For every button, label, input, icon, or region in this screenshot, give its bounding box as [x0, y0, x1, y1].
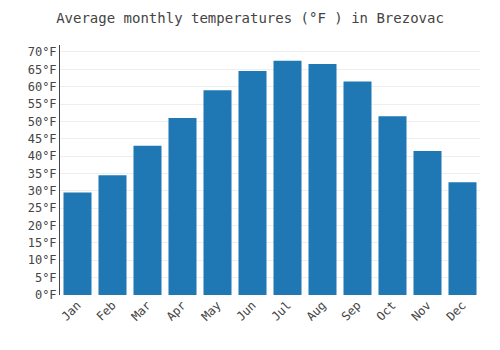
svg-text:Oct: Oct [374, 298, 399, 323]
svg-text:Feb: Feb [94, 298, 119, 323]
svg-text:Sep: Sep [339, 298, 364, 323]
svg-text:15°F: 15°F [28, 236, 57, 250]
svg-text:70°F: 70°F [28, 45, 57, 59]
svg-text:Nov: Nov [409, 298, 434, 323]
svg-text:Mar: Mar [129, 298, 154, 323]
svg-text:Dec: Dec [444, 298, 469, 323]
svg-text:65°F: 65°F [28, 63, 57, 77]
svg-text:Apr: Apr [164, 298, 189, 323]
svg-text:60°F: 60°F [28, 80, 57, 94]
svg-text:40°F: 40°F [28, 149, 57, 163]
svg-text:45°F: 45°F [28, 132, 57, 146]
svg-text:50°F: 50°F [28, 115, 57, 129]
svg-text:Average monthly temperatures (: Average monthly temperatures (°F ) in Br… [56, 10, 444, 26]
svg-text:25°F: 25°F [28, 201, 57, 215]
svg-text:30°F: 30°F [28, 184, 57, 198]
svg-text:Jun: Jun [234, 298, 259, 323]
svg-text:0°F: 0°F [35, 288, 57, 302]
svg-text:35°F: 35°F [28, 167, 57, 181]
svg-text:10°F: 10°F [28, 253, 57, 267]
svg-text:Aug: Aug [304, 298, 329, 323]
svg-text:Jul: Jul [269, 298, 294, 323]
svg-text:20°F: 20°F [28, 219, 57, 233]
svg-text:Jan: Jan [59, 298, 84, 323]
svg-text:55°F: 55°F [28, 97, 57, 111]
svg-text:May: May [199, 298, 224, 323]
svg-text:5°F: 5°F [35, 271, 57, 285]
